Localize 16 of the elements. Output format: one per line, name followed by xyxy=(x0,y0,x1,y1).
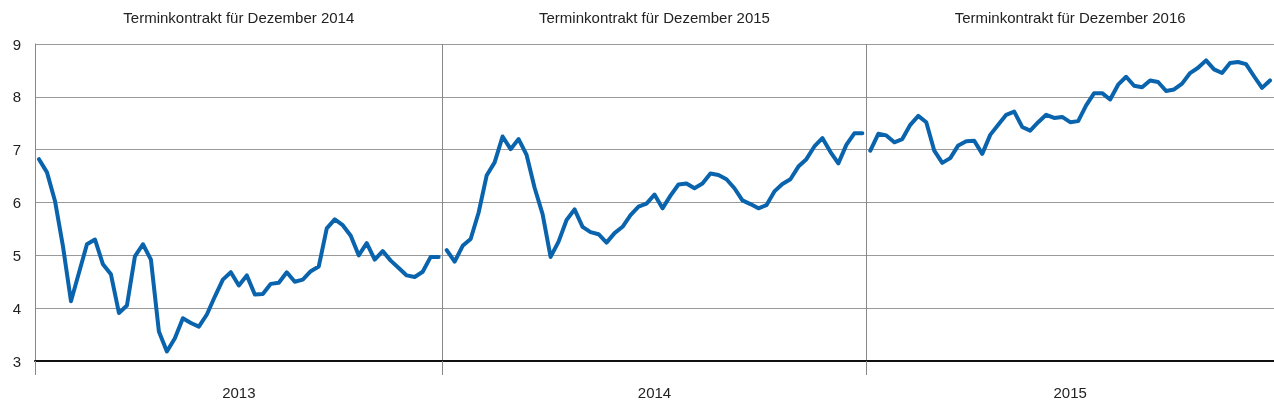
y-tick-label: 5 xyxy=(12,246,21,264)
x-tick-label: 2015 xyxy=(1053,384,1087,401)
line-series xyxy=(868,58,1272,165)
y-tick-label: 8 xyxy=(12,88,21,106)
y-tick-label: 9 xyxy=(12,35,21,53)
text: Terminkontrakt für Dezember 2016 xyxy=(954,9,1186,26)
y-tick-label: 7 xyxy=(12,141,21,159)
line-series xyxy=(444,131,865,264)
text: Terminkontrakt für Dezember 2015 xyxy=(539,9,770,26)
text: Terminkontrakt für Dezember 2014 xyxy=(123,9,355,26)
x-tick-label: 2013 xyxy=(222,384,256,401)
y-tick-label: 3 xyxy=(12,352,21,370)
y-tick-label: 4 xyxy=(12,299,21,317)
x-tick-label: 2014 xyxy=(637,384,672,401)
y-tick-label: 6 xyxy=(12,194,21,211)
line-series xyxy=(37,157,441,354)
